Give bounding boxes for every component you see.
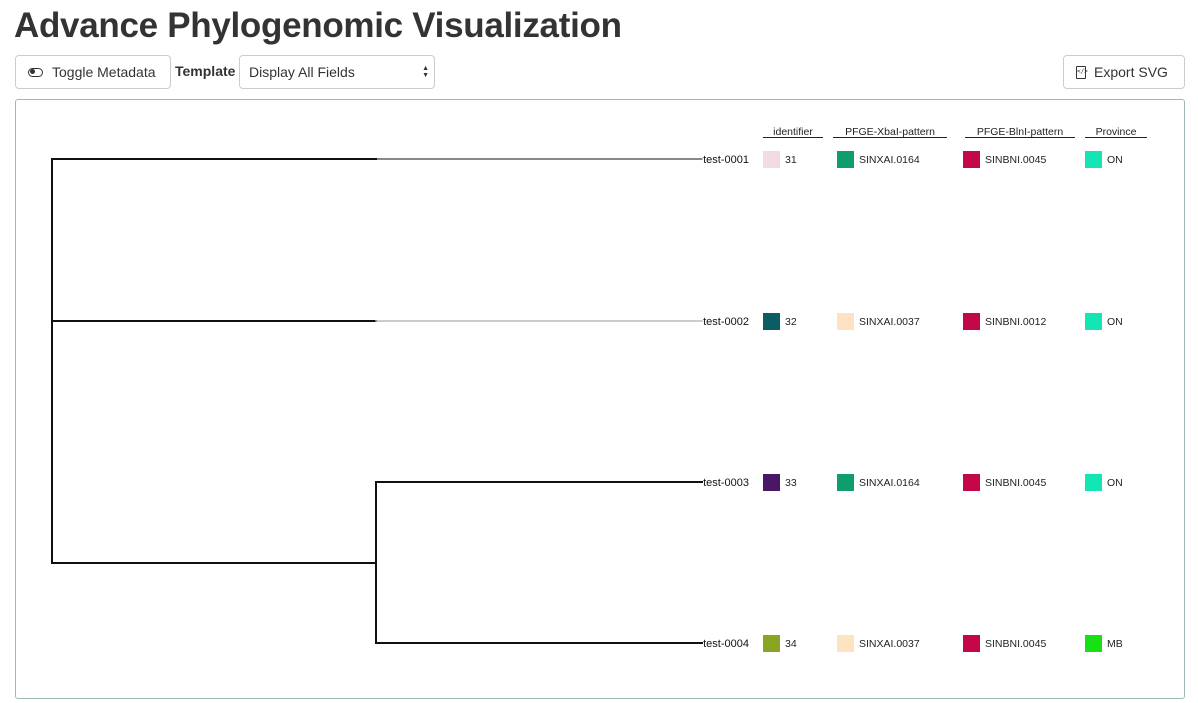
column-header-2: PFGE-BlnI-pattern (977, 126, 1064, 138)
column-header-3: Province (1096, 126, 1137, 138)
leaf-label[interactable]: test-0002 (703, 316, 749, 328)
metadata-value: ON (1107, 477, 1123, 489)
metadata-value: ON (1107, 316, 1123, 328)
metadata-value: SINBNI.0045 (985, 154, 1046, 166)
metadata-value: ON (1107, 154, 1123, 166)
phylogenetic-tree: identifier PFGE-XbaI-pattern PFGE-BlnI-pat… (51, 126, 1147, 652)
tree-panel: identifier PFGE-XbaI-pattern PFGE-BlnI-pat… (15, 99, 1185, 699)
metadata-rows: test-0001 31 SINXAI.0164 SINBNI.0045 ON test-… (703, 151, 1123, 652)
metadata-swatch (1085, 474, 1102, 491)
metadata-value: 31 (785, 154, 797, 166)
metadata-swatch (963, 313, 980, 330)
metadata-swatch (963, 151, 980, 168)
leaf-label[interactable]: test-0003 (703, 477, 749, 489)
toggle-icon (28, 67, 43, 77)
toggle-metadata-label: Toggle Metadata (52, 64, 156, 80)
metadata-headers: identifier PFGE-XbaI-pattern PFGE-BlnI-pat… (763, 126, 1147, 138)
tree-branches (51, 158, 703, 644)
metadata-swatch (763, 151, 780, 168)
metadata-swatch (1085, 151, 1102, 168)
metadata-swatch (837, 313, 854, 330)
metadata-value: SINXAI.0037 (859, 316, 920, 328)
metadata-swatch (763, 313, 780, 330)
metadata-swatch (963, 635, 980, 652)
metadata-value: 32 (785, 316, 797, 328)
file-code-icon: </> (1076, 65, 1088, 79)
metadata-swatch (837, 635, 854, 652)
column-header-1: PFGE-XbaI-pattern (845, 126, 935, 138)
metadata-value: SINXAI.0164 (859, 477, 920, 489)
export-svg-button[interactable]: </> Export SVG (1063, 55, 1185, 89)
leaf-label[interactable]: test-0001 (703, 154, 749, 166)
template-label: Template (175, 63, 236, 79)
metadata-value: SINBNI.0045 (985, 638, 1046, 650)
metadata-swatch (763, 474, 780, 491)
metadata-value: SINBNI.0012 (985, 316, 1046, 328)
page-title: Advance Phylogenomic Visualization (14, 6, 622, 45)
metadata-value: SINBNI.0045 (985, 477, 1046, 489)
metadata-swatch (1085, 635, 1102, 652)
metadata-swatch (963, 474, 980, 491)
template-selected-value: Display All Fields (249, 64, 355, 80)
metadata-value: SINXAI.0164 (859, 154, 920, 166)
metadata-swatch (1085, 313, 1102, 330)
metadata-swatch (837, 474, 854, 491)
metadata-swatch (837, 151, 854, 168)
export-svg-label: Export SVG (1094, 64, 1168, 80)
metadata-value: MB (1107, 638, 1123, 650)
metadata-value: 34 (785, 638, 797, 650)
toggle-metadata-button[interactable]: Toggle Metadata (15, 55, 171, 89)
metadata-value: 33 (785, 477, 797, 489)
select-arrows-icon: ▲ ▼ (422, 65, 429, 79)
metadata-value: SINXAI.0037 (859, 638, 920, 650)
leaf-label[interactable]: test-0004 (703, 638, 749, 650)
metadata-swatch (763, 635, 780, 652)
template-select[interactable]: Display All Fields ▲ ▼ (239, 55, 435, 89)
column-header-0: identifier (773, 126, 813, 138)
